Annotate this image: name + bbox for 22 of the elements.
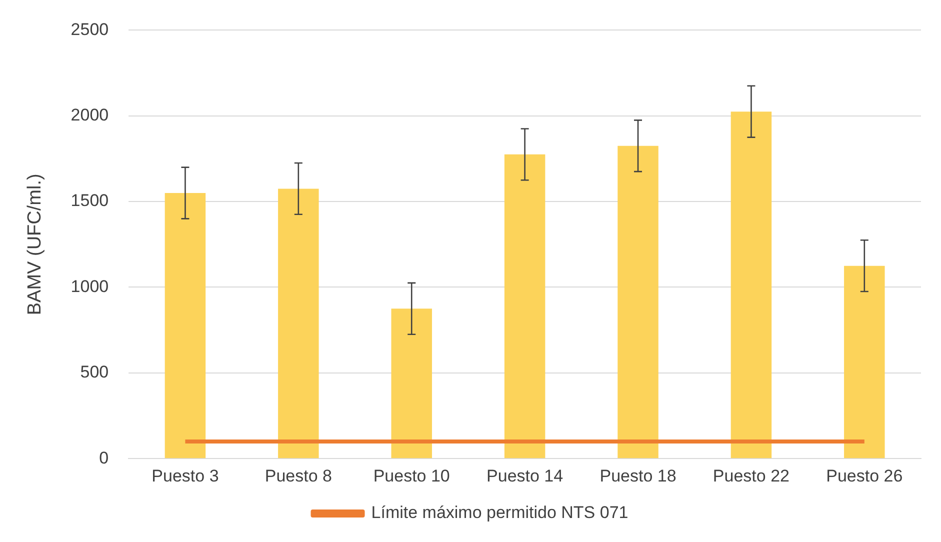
bar — [730, 112, 772, 458]
x-tick-label: Puesto 18 — [600, 466, 676, 486]
x-tick-label: Puesto 10 — [373, 466, 450, 486]
y-tick-label: 0 — [99, 448, 109, 468]
bar — [618, 146, 658, 458]
bar — [164, 192, 206, 458]
bar — [504, 154, 546, 458]
y-axis-title: BAMV (UFC/ml.) — [24, 174, 46, 316]
legend-label: Límite máximo permitido NTS 071 — [371, 503, 628, 522]
bar — [391, 308, 432, 458]
y-tick-label: 2500 — [70, 20, 109, 39]
x-tick-label: Puesto 8 — [264, 466, 332, 486]
x-tick-label: Puesto 22 — [712, 466, 790, 486]
y-tick-label: 1500 — [70, 191, 109, 210]
x-tick-label: Puesto 26 — [826, 466, 903, 486]
bar — [844, 266, 885, 458]
x-tick-label: Puesto 3 — [152, 466, 219, 486]
x-tick-label: Puesto 14 — [486, 466, 564, 486]
bar — [278, 188, 319, 458]
y-tick-label: 500 — [80, 362, 109, 382]
y-tick-label: 1000 — [70, 276, 109, 296]
y-tick-label: 2000 — [70, 106, 109, 125]
